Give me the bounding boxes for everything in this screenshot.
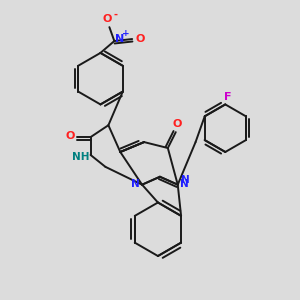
Text: O: O (135, 34, 145, 44)
Text: N: N (181, 175, 190, 185)
Text: N: N (180, 179, 189, 189)
Text: O: O (172, 119, 182, 129)
Text: NH: NH (72, 152, 89, 162)
Text: +: + (122, 28, 130, 38)
Text: N: N (115, 34, 124, 44)
Text: -: - (113, 9, 117, 19)
Text: O: O (65, 131, 74, 141)
Text: N: N (131, 179, 140, 189)
Text: F: F (224, 92, 231, 101)
Text: O: O (103, 14, 112, 24)
